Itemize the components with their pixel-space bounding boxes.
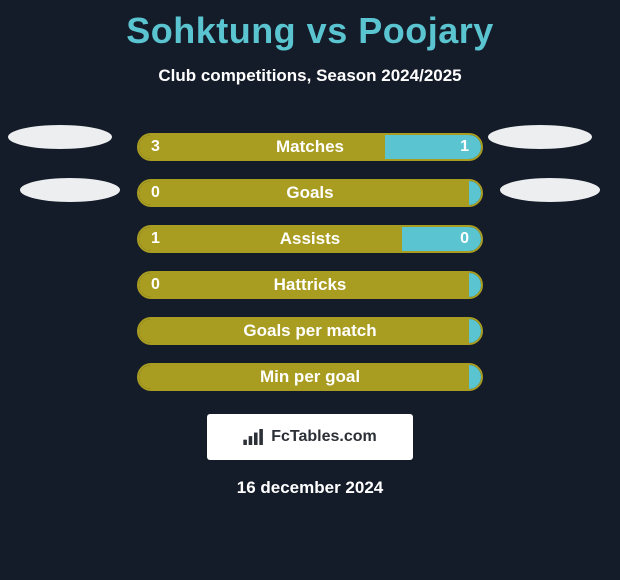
stat-bar-right [469, 181, 481, 205]
stat-bar-left: 0 [139, 181, 469, 205]
stat-row: Min per goal [0, 354, 620, 400]
side-ellipse [20, 178, 120, 202]
stat-bar: 10Assists [137, 225, 483, 253]
stat-bar: 0Goals [137, 179, 483, 207]
stat-bar-left: 1 [139, 227, 402, 251]
comparison-card: Sohktung vs Poojary Club competitions, S… [0, 0, 620, 498]
stat-bar: 31Matches [137, 133, 483, 161]
stat-row: 10Assists [0, 216, 620, 262]
bars-icon [243, 429, 265, 445]
stat-row: 0Hattricks [0, 262, 620, 308]
stat-bar-right [469, 319, 481, 343]
stat-bar-left: 3 [139, 135, 385, 159]
footer-date: 16 december 2024 [0, 478, 620, 498]
stat-bar: Goals per match [137, 317, 483, 345]
brand-text: FcTables.com [271, 428, 377, 446]
stat-bar: Min per goal [137, 363, 483, 391]
stat-left-value: 3 [151, 138, 160, 156]
stat-bar-left [139, 365, 469, 389]
side-ellipse [488, 125, 592, 149]
brand-badge: FcTables.com [207, 414, 413, 460]
side-ellipse [500, 178, 600, 202]
stat-left-value: 0 [151, 276, 160, 294]
stat-right-value: 0 [460, 230, 469, 248]
stat-bar-left [139, 319, 469, 343]
subtitle: Club competitions, Season 2024/2025 [0, 66, 620, 86]
stat-bar-left: 0 [139, 273, 469, 297]
page-title: Sohktung vs Poojary [0, 0, 620, 52]
stat-row: Goals per match [0, 308, 620, 354]
stat-bar: 0Hattricks [137, 271, 483, 299]
stat-bar-right [469, 273, 481, 297]
stat-bar-right: 1 [385, 135, 481, 159]
chart-area: 31Matches0Goals10Assists0HattricksGoals … [0, 124, 620, 400]
stat-left-value: 0 [151, 184, 160, 202]
stat-left-value: 1 [151, 230, 160, 248]
stat-bar-right [469, 365, 481, 389]
side-ellipse [8, 125, 112, 149]
stat-bar-right: 0 [402, 227, 481, 251]
stat-right-value: 1 [460, 138, 469, 156]
